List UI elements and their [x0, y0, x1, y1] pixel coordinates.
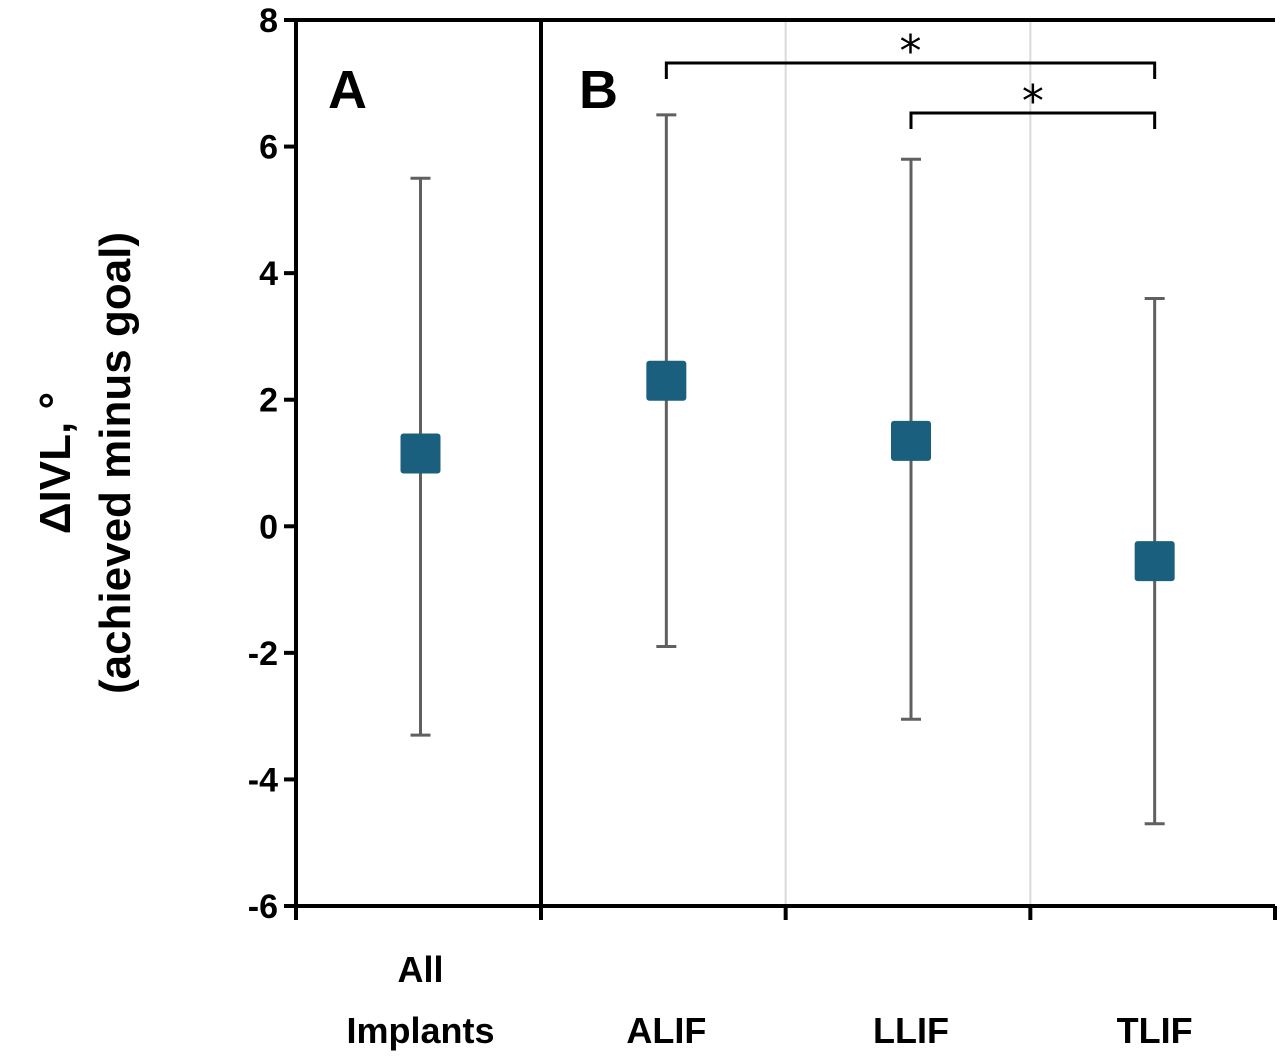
category-label: All [397, 949, 443, 990]
category-label: TLIF [1117, 1010, 1193, 1051]
y-tick-label: 0 [259, 508, 278, 546]
panel-label: A [328, 60, 367, 120]
significance-bracket [664, 61, 1157, 79]
error-bars [410, 113, 1165, 826]
markers [400, 360, 1175, 582]
y-tick-label: -4 [248, 761, 278, 799]
category-label: ALIF [626, 1010, 706, 1051]
mean-marker [891, 420, 931, 461]
y-tick-label: 4 [259, 255, 278, 293]
y-tick-label: -6 [248, 888, 278, 926]
mean-marker [400, 433, 441, 474]
y-tick-label: 6 [259, 129, 278, 167]
y-axis-title-group: ΔIVL, ° (achieved minus goal) [31, 232, 140, 694]
panel-frames [294, 18, 1277, 920]
y-axis-title-line1: ΔIVL, ° [31, 392, 80, 534]
significance-star: * [900, 26, 922, 77]
category-label: LLIF [873, 1010, 949, 1051]
significance-bracket [909, 111, 1157, 129]
y-axis-title-line2: (achieved minus goal) [91, 232, 140, 694]
x-axis: All Implants ALIF LLIF TLIF [294, 906, 1277, 1051]
significance-star: * [1022, 76, 1044, 127]
mean-marker [1134, 541, 1175, 582]
gridlines [784, 20, 1032, 906]
y-axis-title: ΔIVL, ° (achieved minus goal) [31, 232, 140, 694]
mean-marker [646, 360, 687, 401]
category-label: Implants [346, 1010, 494, 1051]
y-tick-label: 8 [259, 2, 278, 40]
y-axis: -6 -4 -2 0 2 4 6 8 [248, 2, 296, 926]
panel-label: B [579, 60, 618, 120]
y-tick-label: 2 [259, 382, 278, 420]
significance-brackets: ** [664, 26, 1157, 129]
y-tick-label: -2 [248, 635, 278, 673]
